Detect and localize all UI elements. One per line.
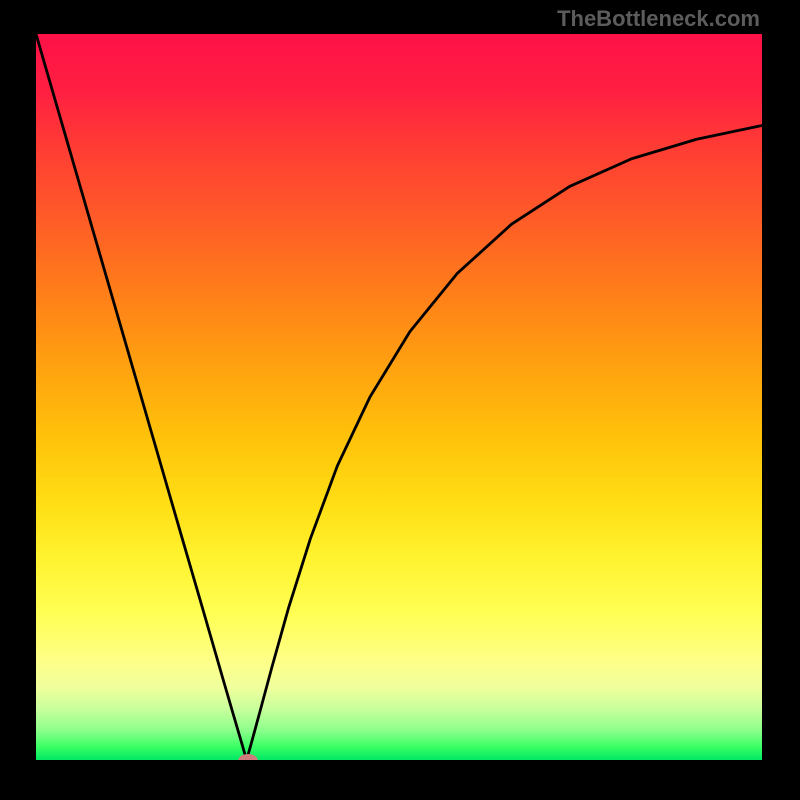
minimum-marker	[238, 754, 258, 760]
plot-area	[36, 34, 762, 760]
chart-container: TheBottleneck.com	[0, 0, 800, 800]
watermark-text: TheBottleneck.com	[557, 6, 760, 32]
bottleneck-curve	[36, 34, 762, 760]
curve-svg	[36, 34, 762, 760]
